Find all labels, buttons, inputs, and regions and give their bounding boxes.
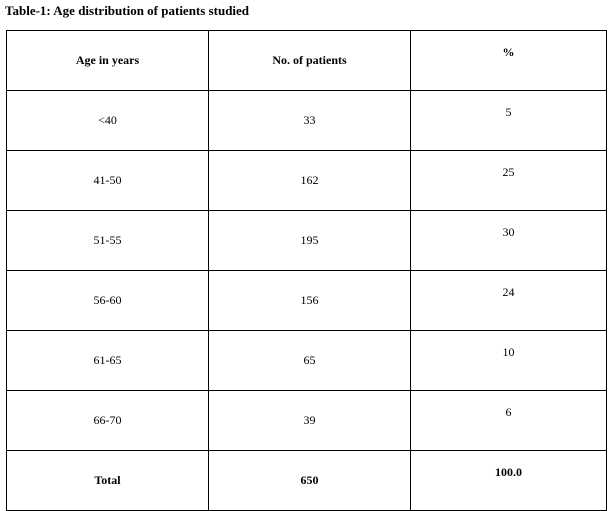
table-header-row: Age in years No. of patients % — [6, 30, 607, 91]
table-row: 56-60 156 24 — [6, 270, 607, 331]
cell-age: 41-50 — [6, 150, 209, 211]
table-caption: Table-1: Age distribution of patients st… — [5, 3, 250, 18]
header-age: Age in years — [6, 30, 209, 91]
total-percent: 100.0 — [410, 450, 607, 511]
total-patients: 650 — [208, 450, 411, 511]
cell-percent: 25 — [410, 150, 607, 211]
cell-patients: 162 — [208, 150, 411, 211]
cell-age: 51-55 — [6, 210, 209, 271]
cell-patients: 39 — [208, 390, 411, 451]
cell-age: 66-70 — [6, 390, 209, 451]
cell-percent: 30 — [410, 210, 607, 271]
table-row: 51-55 195 30 — [6, 210, 607, 271]
cell-percent: 6 — [410, 390, 607, 451]
table-row: 61-65 65 10 — [6, 330, 607, 391]
total-label: Total — [6, 450, 209, 511]
table-row: 66-70 39 6 — [6, 390, 607, 451]
cell-patients: 65 — [208, 330, 411, 391]
cell-patients: 195 — [208, 210, 411, 271]
cell-percent: 10 — [410, 330, 607, 391]
header-patients: No. of patients — [208, 30, 411, 91]
cell-age: <40 — [6, 90, 209, 151]
age-distribution-table: Age in years No. of patients % <40 33 5 … — [6, 30, 607, 511]
cell-patients: 156 — [208, 270, 411, 331]
cell-percent: 5 — [410, 90, 607, 151]
cell-age: 61-65 — [6, 330, 209, 391]
table-total-row: Total 650 100.0 — [6, 450, 607, 511]
cell-age: 56-60 — [6, 270, 209, 331]
header-percent: % — [410, 30, 607, 91]
table-row: 41-50 162 25 — [6, 150, 607, 211]
table-row: <40 33 5 — [6, 90, 607, 151]
cell-patients: 33 — [208, 90, 411, 151]
cell-percent: 24 — [410, 270, 607, 331]
